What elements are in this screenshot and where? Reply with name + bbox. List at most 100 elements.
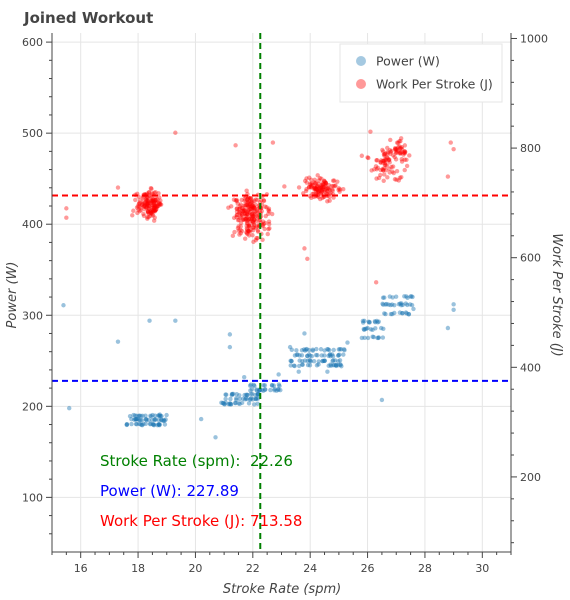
work-point xyxy=(151,205,157,211)
work-point xyxy=(401,150,407,156)
work-point xyxy=(308,184,313,189)
power-point xyxy=(376,319,381,324)
work-point xyxy=(250,225,256,230)
work-point xyxy=(320,181,325,186)
work-point xyxy=(394,147,400,152)
work-point xyxy=(394,150,399,156)
work-point xyxy=(152,203,157,208)
work-point xyxy=(397,151,403,156)
work-point xyxy=(250,220,256,225)
power-point xyxy=(161,417,167,423)
work-point xyxy=(257,218,262,223)
work-point xyxy=(136,202,142,207)
work-point xyxy=(333,183,338,188)
work-point xyxy=(245,195,251,200)
work-point xyxy=(246,199,251,205)
power-point xyxy=(337,352,342,357)
power-point xyxy=(151,422,157,428)
work-point xyxy=(373,280,379,285)
work-point xyxy=(246,204,252,209)
power-point xyxy=(341,352,346,357)
work-point xyxy=(234,209,240,214)
power-point xyxy=(310,347,315,352)
work-point xyxy=(151,201,157,207)
work-point xyxy=(255,214,260,219)
power-point xyxy=(223,396,228,402)
work-point xyxy=(381,158,387,163)
power-point xyxy=(263,387,268,392)
work-point xyxy=(137,198,143,203)
power-point xyxy=(159,417,164,423)
power-point xyxy=(137,413,142,418)
power-point xyxy=(399,301,404,306)
work-point xyxy=(404,163,410,169)
power-point xyxy=(322,358,328,363)
work-point xyxy=(376,175,382,181)
work-point xyxy=(255,228,261,233)
power-point xyxy=(302,348,308,353)
work-point xyxy=(255,197,260,203)
power-point xyxy=(325,346,330,352)
power-point xyxy=(360,320,366,325)
power-point xyxy=(403,310,409,315)
work-point xyxy=(151,200,156,205)
work-point xyxy=(389,148,394,154)
power-point xyxy=(359,335,365,341)
power-point xyxy=(389,302,395,307)
work-point xyxy=(142,202,148,208)
work-point xyxy=(148,210,153,216)
work-point xyxy=(242,196,248,201)
power-point xyxy=(292,353,298,358)
power-point xyxy=(146,417,152,423)
power-point xyxy=(328,353,333,359)
power-point xyxy=(268,387,273,393)
work-point xyxy=(374,158,379,163)
power-points xyxy=(61,294,456,440)
work-point xyxy=(386,157,391,162)
y-left-tick-label: 600 xyxy=(22,36,43,49)
work-point xyxy=(231,197,237,202)
power-point xyxy=(364,326,369,331)
power-point xyxy=(276,382,282,387)
power-point xyxy=(278,387,283,393)
work-point xyxy=(240,217,245,222)
work-point xyxy=(328,190,333,196)
work-point xyxy=(383,157,388,162)
work-point xyxy=(320,188,325,194)
work-point xyxy=(158,202,163,207)
work-point xyxy=(266,206,272,211)
work-point xyxy=(399,159,405,164)
work-point xyxy=(138,208,144,213)
work-point xyxy=(314,187,320,193)
work-point xyxy=(385,151,390,156)
work-point xyxy=(157,202,163,207)
work-point xyxy=(251,239,256,245)
work-point xyxy=(150,209,155,214)
work-point xyxy=(319,176,324,181)
power-point xyxy=(160,418,166,424)
power-point xyxy=(380,295,386,300)
x-tick-label: 20 xyxy=(188,562,202,575)
work-point xyxy=(137,200,142,205)
power-point xyxy=(301,347,307,352)
work-point xyxy=(156,203,161,208)
work-point xyxy=(141,211,146,217)
legend-label-work: Work Per Stroke (J) xyxy=(376,77,493,92)
work-point xyxy=(237,210,242,215)
work-point xyxy=(374,167,379,172)
power-point xyxy=(249,395,254,401)
work-point xyxy=(234,212,240,218)
work-point xyxy=(251,204,256,209)
power-point xyxy=(151,422,157,427)
power-point xyxy=(224,392,229,397)
work-point xyxy=(304,186,309,192)
work-point xyxy=(254,224,260,229)
power-point xyxy=(360,318,366,324)
power-point xyxy=(242,392,247,398)
work-point xyxy=(398,136,404,141)
work-point xyxy=(137,208,142,214)
power-point xyxy=(229,392,235,398)
power-point xyxy=(302,358,308,363)
power-point xyxy=(134,413,139,418)
work-point xyxy=(249,203,254,209)
